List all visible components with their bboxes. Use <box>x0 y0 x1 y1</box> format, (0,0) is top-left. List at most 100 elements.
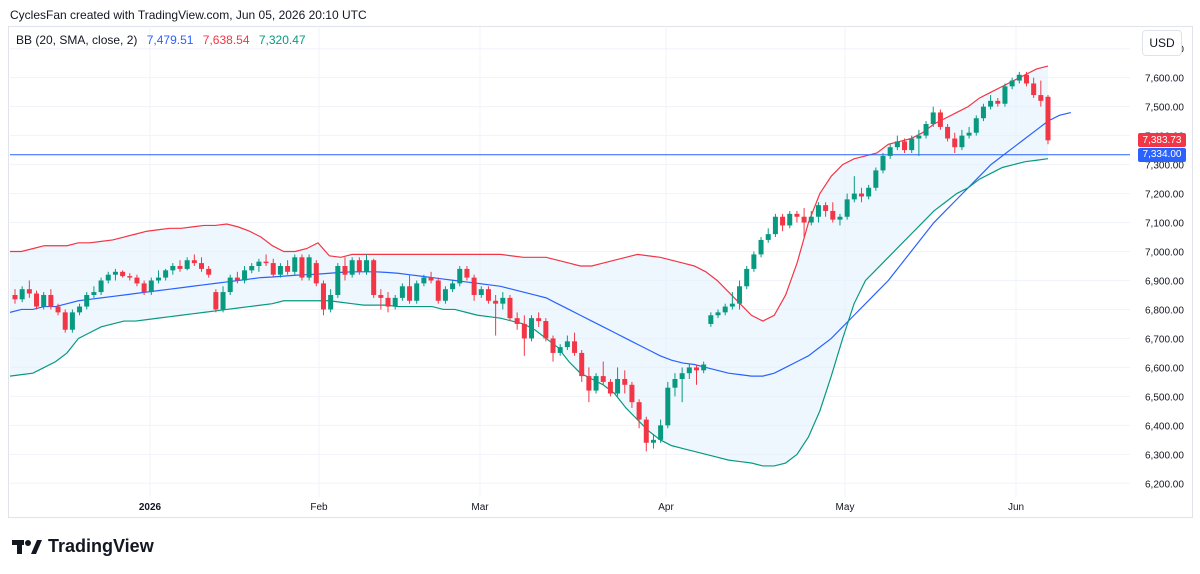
candle-body <box>514 318 520 324</box>
candle-body <box>313 263 319 284</box>
candle-body <box>543 321 549 339</box>
candle-body <box>385 297 391 307</box>
chart-header: CyclesFan created with TradingView.com, … <box>10 8 367 22</box>
candle-body <box>407 286 413 301</box>
candle-body <box>206 268 212 275</box>
candle-body <box>701 364 707 371</box>
candle-body <box>285 266 291 272</box>
bb-basis-line <box>9 111 1071 377</box>
bb-legend: BB (20, SMA, close, 2) 7,479.51 7,638.54… <box>16 33 312 47</box>
candle-body <box>858 193 864 197</box>
candle-body <box>643 419 649 443</box>
x-tick-label: Jun <box>1008 502 1024 513</box>
chart-frame <box>8 26 1193 518</box>
x-tick-label: Apr <box>658 502 674 513</box>
candle-body <box>478 289 484 295</box>
candle-body <box>234 277 240 281</box>
candle-body <box>41 294 47 307</box>
candle-body <box>493 300 499 304</box>
bb-legend-basis: 7,479.51 <box>146 33 194 47</box>
candle-body <box>937 112 943 127</box>
candle-body <box>48 294 54 307</box>
candle-body <box>615 379 621 394</box>
candle-body <box>184 260 190 269</box>
candle-body <box>952 138 958 148</box>
candle-body <box>356 260 362 272</box>
candle-body <box>1045 96 1051 141</box>
y-tick-label: 6,900.00 <box>1145 276 1184 287</box>
y-tick-label: 7,300.00 <box>1145 161 1184 172</box>
candle-body <box>335 266 341 295</box>
candle-body <box>916 135 922 139</box>
candle-body <box>658 425 664 440</box>
candle-body <box>213 292 219 310</box>
candle-body <box>959 135 965 148</box>
candle-body <box>622 379 628 385</box>
candle-body <box>177 266 183 269</box>
candle-body <box>26 289 32 294</box>
candle-body <box>737 286 743 304</box>
candle-body <box>1023 74 1029 84</box>
y-tick-label: 7,100.00 <box>1145 219 1184 230</box>
candle-body <box>435 280 441 301</box>
candle-body <box>392 297 398 307</box>
candle-body <box>371 260 377 295</box>
tradingview-logo[interactable]: TradingView <box>12 536 154 557</box>
tradingview-brand: TradingView <box>48 536 154 556</box>
hline-price-label: 7,334.00 <box>1138 147 1186 162</box>
currency-button[interactable]: USD <box>1142 30 1182 56</box>
y-tick-label: 6,400.00 <box>1145 421 1184 432</box>
candle-body <box>378 294 384 298</box>
candle-body <box>270 263 276 275</box>
candle-body <box>693 367 699 371</box>
candle-body <box>134 277 140 284</box>
candle-body <box>579 352 585 377</box>
candle-body <box>292 257 298 272</box>
candle-body <box>220 292 226 310</box>
candle-body <box>277 266 283 275</box>
candle-body <box>306 257 312 278</box>
candle-body <box>873 170 879 188</box>
candle-body <box>141 283 147 293</box>
candle-body <box>62 312 68 330</box>
candle-body <box>19 289 25 300</box>
candle-body <box>902 141 908 151</box>
candle-body <box>521 323 527 339</box>
candle-body <box>342 266 348 275</box>
bb-upper-line <box>10 65 1049 322</box>
candle-body <box>536 318 542 322</box>
candle-body <box>1031 83 1037 96</box>
candle-body <box>600 376 606 382</box>
candle-body <box>988 100 994 107</box>
candle-body <box>729 303 735 307</box>
candle-body <box>780 216 786 226</box>
candle-body <box>127 276 133 278</box>
candle-body <box>973 118 979 133</box>
candle-body <box>91 292 97 295</box>
candle-body <box>227 277 233 293</box>
candle-body <box>148 280 154 293</box>
candle-body <box>866 187 872 197</box>
candle-body <box>844 199 850 217</box>
candle-body <box>320 283 326 310</box>
candle-body <box>105 274 111 281</box>
bb-band-fill <box>10 66 1048 466</box>
candle-body <box>299 257 305 278</box>
candle-body <box>457 268 463 284</box>
x-tick-label: Feb <box>310 502 328 513</box>
candle-body <box>980 106 986 119</box>
candle-body <box>507 297 513 319</box>
candle-body <box>744 268 750 287</box>
candle-body <box>751 254 757 269</box>
candle-body <box>191 260 197 264</box>
candle-body <box>500 297 506 304</box>
y-tick-label: 6,200.00 <box>1145 479 1184 490</box>
candle-body <box>930 112 936 125</box>
candle-body <box>758 239 764 255</box>
candle-body <box>572 341 578 353</box>
candle-body <box>155 277 161 281</box>
candle-body <box>69 312 75 330</box>
candle-body <box>629 384 635 403</box>
candle-body <box>34 293 40 307</box>
